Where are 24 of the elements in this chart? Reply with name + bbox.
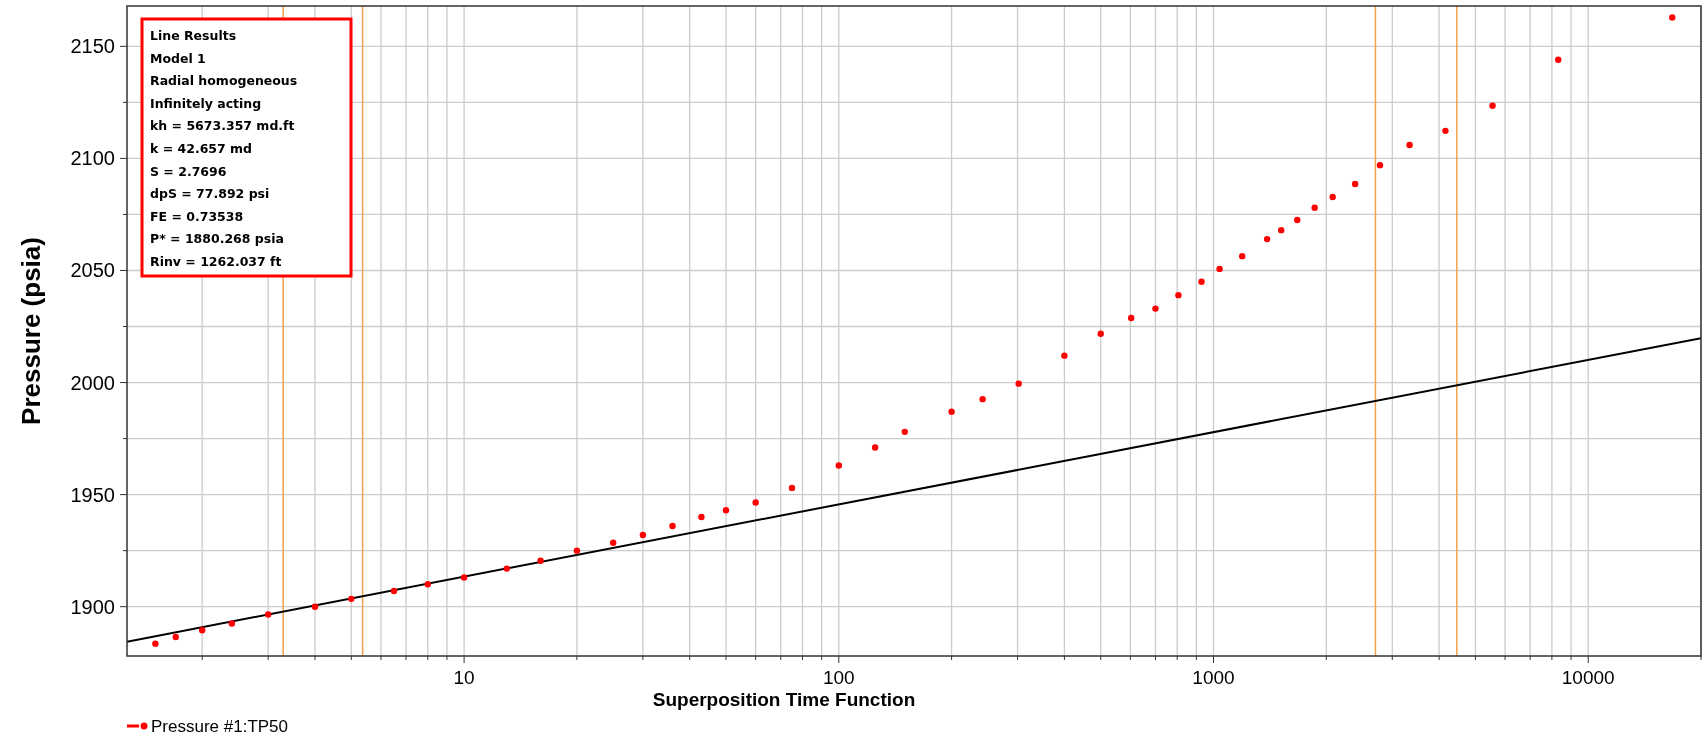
x-tick-label: 1000 xyxy=(1192,667,1235,688)
y-tick-label: 1950 xyxy=(70,483,115,506)
y-tick-label: 2000 xyxy=(70,371,115,394)
x-axis-title: Superposition Time Function xyxy=(652,689,916,710)
legend-label: Pressure #1:TP50 xyxy=(151,717,289,736)
y-axis-title: Pressure (psia) xyxy=(16,237,46,425)
annotation: Model 1 xyxy=(150,50,206,66)
x-tick-label: 10 xyxy=(453,667,475,688)
y-tick-label: 2050 xyxy=(70,259,115,282)
annotation: FE = 0.73538 xyxy=(150,208,244,224)
annotation: Rinv = 1262.037 ft xyxy=(150,254,282,269)
annotation: Radial homogeneous xyxy=(150,73,298,89)
annotation: kh = 5673.357 md.ft xyxy=(150,118,295,134)
annotation: Infinitely acting xyxy=(150,95,262,111)
x-tick-label: 10000 xyxy=(1561,667,1615,688)
annotation: Line Results xyxy=(150,28,237,43)
y-tick-label: 2150 xyxy=(70,35,115,58)
annotation: S = 2.7696 xyxy=(150,163,227,179)
annotation: dpS = 77.892 psi xyxy=(150,186,270,202)
x-tick-label: 100 xyxy=(822,667,855,688)
y-tick-label: 1900 xyxy=(70,595,115,618)
annotation: k = 42.657 md xyxy=(150,141,253,156)
y-tick-label: 2100 xyxy=(70,147,115,170)
annotation: P* = 1880.268 psia xyxy=(150,231,284,247)
